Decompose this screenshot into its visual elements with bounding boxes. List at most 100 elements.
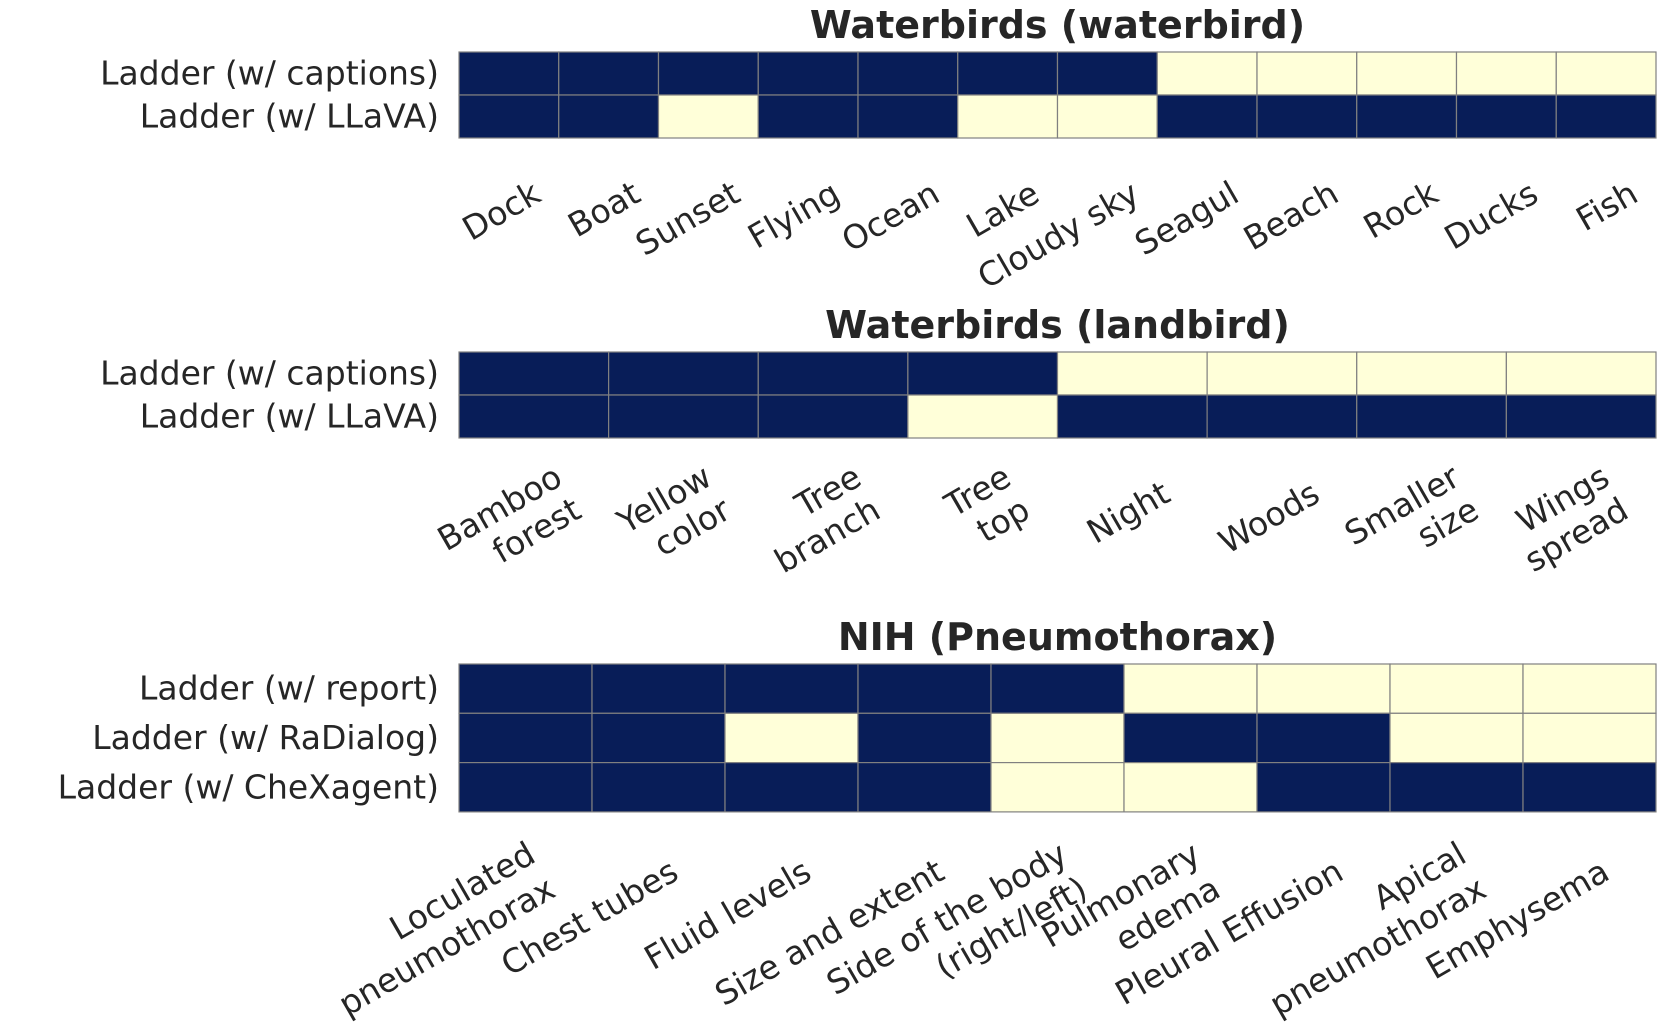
column-label: Apicalpneumothorax [1243, 834, 1493, 1024]
heatmap-cell [1156, 51, 1258, 96]
column-label: Yellowcolor [610, 456, 738, 574]
heatmap-cell [724, 761, 859, 813]
column-label: Bambooforest [431, 457, 588, 592]
heatmap-cell [458, 351, 610, 396]
row-label: Ladder (w/ captions) [100, 354, 439, 393]
panel-title: Waterbirds (landbird) [825, 303, 1290, 347]
heatmap-cell [1123, 761, 1258, 813]
heatmap-cell [1505, 351, 1657, 396]
heatmap-cell [757, 351, 909, 396]
heatmap-cell [907, 394, 1059, 439]
heatmap-cell [458, 51, 560, 96]
heatmap-cell [990, 663, 1125, 714]
heatmap-cell [1056, 94, 1158, 139]
heatmap-cell [757, 94, 859, 139]
heatmap-cell [1206, 351, 1358, 396]
column-label: Treebranch [749, 457, 887, 581]
heatmap-cell [558, 51, 660, 96]
heatmap-cell [957, 51, 1059, 96]
heatmap-cell [1555, 94, 1657, 139]
heatmap-cell [757, 51, 859, 96]
heatmap-cell [458, 712, 593, 764]
column-label: Sunset [629, 173, 747, 263]
row-label: Ladder (w/ report) [139, 669, 439, 708]
heatmap-cell [657, 94, 759, 139]
heatmap-cell [1256, 761, 1391, 813]
heatmap-cell [591, 663, 726, 714]
heatmap-cell [907, 351, 1059, 396]
heatmap-cell [1522, 663, 1657, 714]
heatmap-cell [1256, 712, 1391, 764]
heatmap-cell [1389, 663, 1524, 714]
heatmap-cell [1056, 51, 1158, 96]
column-label: Night [1080, 473, 1176, 551]
heatmap-cell [1123, 663, 1258, 714]
heatmap-cell [957, 94, 1059, 139]
heatmap-cell [857, 51, 959, 96]
heatmap-cell [857, 94, 959, 139]
heatmap-cell [1389, 712, 1524, 764]
heatmap-cell [1256, 51, 1358, 96]
row-label: Ladder (w/ RaDialog) [92, 718, 439, 757]
heatmap-cell [608, 394, 759, 439]
heatmap-panel-2: Waterbirds (landbird) Ladder (w/ captions… [100, 303, 1657, 592]
heatmap-cell [1056, 351, 1208, 396]
column-label: Treetop [937, 457, 1036, 559]
heatmap-cell [1256, 94, 1358, 139]
heatmap-cell [591, 712, 726, 764]
column-label: Loculatedpneumothorax [312, 834, 562, 1024]
panel-title: NIH (Pneumothorax) [838, 615, 1277, 659]
heatmap-cell [724, 663, 859, 714]
column-label: Dock [456, 173, 548, 249]
heatmap-cell [1123, 712, 1258, 764]
column-label: Seagul [1128, 173, 1245, 263]
heatmap-cell [1555, 51, 1657, 96]
row-label: Ladder (w/ captions) [100, 54, 439, 93]
heatmap-cell [1206, 394, 1358, 439]
heatmap-cell [458, 761, 593, 813]
heatmap-cell [724, 712, 859, 764]
row-label: Ladder (w/ LLaVA) [140, 97, 439, 136]
heatmap-panel-1: Waterbirds (waterbird) Ladder (w/ caption… [100, 3, 1657, 296]
column-label: Wingsspread [1499, 457, 1635, 580]
heatmap-cell [757, 394, 909, 439]
heatmap-cell [657, 51, 759, 96]
heatmap-cell [990, 712, 1125, 764]
heatmap-cell [558, 94, 660, 139]
heatmap-cell [1505, 394, 1657, 439]
heatmap-cell [591, 761, 726, 813]
heatmap-cell [1356, 94, 1458, 139]
column-label: Ducks [1438, 173, 1545, 257]
heatmap-cell [1156, 94, 1258, 139]
heatmap-cell [1356, 394, 1507, 439]
heatmap-cell [990, 761, 1125, 813]
column-label: Flying [741, 173, 846, 256]
panel-title: Waterbirds (waterbird) [810, 3, 1305, 47]
heatmap-cell [1389, 761, 1524, 813]
column-label: Beach [1237, 173, 1345, 258]
column-label: Smallersize [1338, 456, 1486, 586]
row-label: Ladder (w/ LLaVA) [140, 397, 439, 436]
heatmap-cell [1356, 51, 1458, 96]
column-label: Rock [1357, 173, 1446, 247]
heatmap-cell [857, 663, 992, 714]
heatmap-cell [1455, 51, 1557, 96]
column-label: Ocean [835, 173, 946, 260]
heatmap-cell [1522, 712, 1657, 764]
heatmap-cell [1455, 94, 1557, 139]
heatmap-cell [857, 761, 992, 813]
heatmap-cell [1056, 394, 1208, 439]
column-label: Woods [1212, 473, 1326, 561]
heatmap-cell [1356, 351, 1507, 396]
heatmap-cell [1522, 761, 1657, 813]
row-label: Ladder (w/ CheXagent) [58, 767, 439, 806]
heatmap-cell [458, 663, 593, 714]
heatmap-cell [608, 351, 759, 396]
heatmap-cell [1256, 663, 1391, 714]
heatmap-cell [857, 712, 992, 764]
heatmap-cell [458, 394, 610, 439]
column-label: Fish [1569, 173, 1644, 239]
heatmap-panel-3: NIH (Pneumothorax) Ladder (w/ report) Ladd… [58, 615, 1657, 1024]
heatmap-cell [458, 94, 560, 139]
